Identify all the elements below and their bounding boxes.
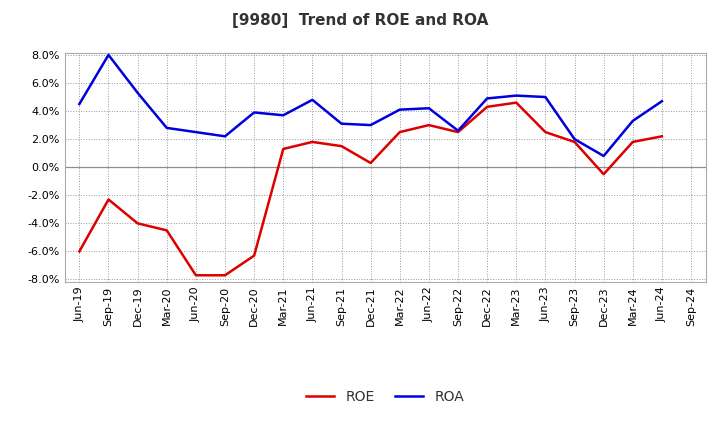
Line: ROE: ROE <box>79 103 662 275</box>
ROE <box>395 129 404 135</box>
ROA <box>250 110 258 115</box>
ROA <box>133 90 142 95</box>
ROA <box>104 52 113 58</box>
ROE <box>483 104 492 110</box>
ROE <box>570 139 579 145</box>
ROA <box>337 121 346 126</box>
ROA <box>220 134 229 139</box>
ROA <box>163 125 171 131</box>
ROA <box>512 93 521 98</box>
ROA <box>279 113 287 118</box>
ROE <box>599 172 608 177</box>
ROE <box>657 134 666 139</box>
ROA <box>629 118 637 124</box>
ROA <box>541 94 550 99</box>
ROE <box>104 197 113 202</box>
ROA <box>308 97 317 103</box>
Legend: ROE, ROA: ROE, ROA <box>301 385 469 410</box>
ROA <box>657 99 666 104</box>
ROA <box>599 153 608 158</box>
ROA <box>192 129 200 135</box>
ROE <box>192 273 200 278</box>
ROA <box>454 128 462 133</box>
ROE <box>308 139 317 145</box>
ROE <box>250 253 258 258</box>
ROE <box>366 160 375 165</box>
ROE <box>133 221 142 226</box>
ROE <box>512 100 521 105</box>
ROE <box>629 139 637 145</box>
Line: ROA: ROA <box>79 55 662 156</box>
Text: [9980]  Trend of ROE and ROA: [9980] Trend of ROE and ROA <box>232 13 488 28</box>
ROA <box>395 107 404 112</box>
ROE <box>163 228 171 233</box>
ROE <box>279 147 287 152</box>
ROA <box>366 122 375 128</box>
ROA <box>570 136 579 142</box>
ROE <box>454 129 462 135</box>
ROE <box>75 249 84 254</box>
ROA <box>483 96 492 101</box>
ROE <box>541 129 550 135</box>
ROE <box>337 143 346 149</box>
ROA <box>425 106 433 111</box>
ROA <box>75 101 84 106</box>
ROE <box>220 273 229 278</box>
ROE <box>425 122 433 128</box>
